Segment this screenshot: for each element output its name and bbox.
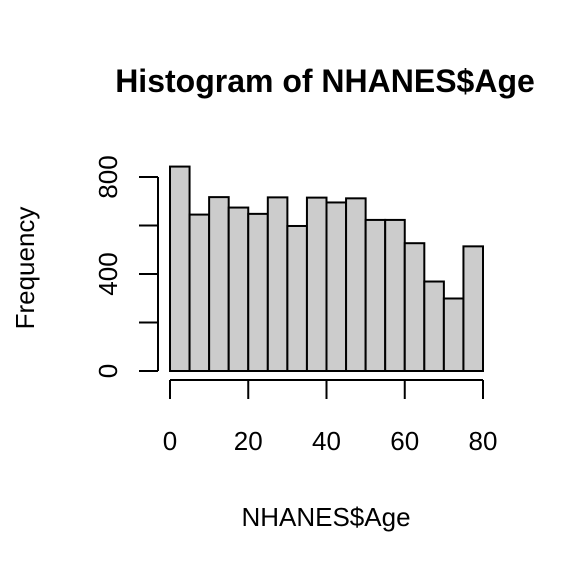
histogram-bar-0 [169, 165, 191, 372]
x-tick-label-20: 20 [234, 426, 263, 456]
x-tick-label-80: 80 [469, 426, 498, 456]
histogram-bar-12 [403, 242, 426, 372]
histogram-bar-11 [384, 218, 406, 372]
chart-title: Histogram of NHANES$Age [115, 63, 535, 99]
x-tick-label-60: 60 [390, 426, 419, 456]
x-tick-label-40: 40 [312, 426, 341, 456]
histogram-bar-10 [364, 218, 387, 372]
histogram-bar-14 [442, 297, 465, 372]
histogram-bar-5 [266, 196, 289, 372]
y-tick-label-800: 800 [93, 155, 123, 198]
histogram-bar-6 [286, 224, 308, 372]
x-axis: 0 20 40 60 80 [163, 379, 498, 456]
histogram-bar-13 [423, 280, 445, 372]
histogram-bar-2 [208, 196, 230, 372]
histogram-bar-8 [325, 201, 348, 372]
histogram-bar-1 [188, 213, 211, 372]
x-tick-label-0: 0 [163, 426, 177, 456]
histogram-bar-3 [227, 206, 250, 372]
bars-layer [169, 165, 484, 372]
histogram-bar-15 [462, 245, 484, 372]
histogram-bar-7 [305, 196, 328, 372]
y-tick-label-400: 400 [93, 252, 123, 295]
x-axis-label: NHANES$Age [241, 502, 410, 532]
histogram-bar-4 [247, 212, 269, 372]
y-axis: 0 400 800 [93, 155, 159, 378]
y-axis-label: Frequency [10, 207, 40, 330]
histogram-bar-9 [345, 197, 367, 372]
y-tick-label-0: 0 [93, 364, 123, 378]
